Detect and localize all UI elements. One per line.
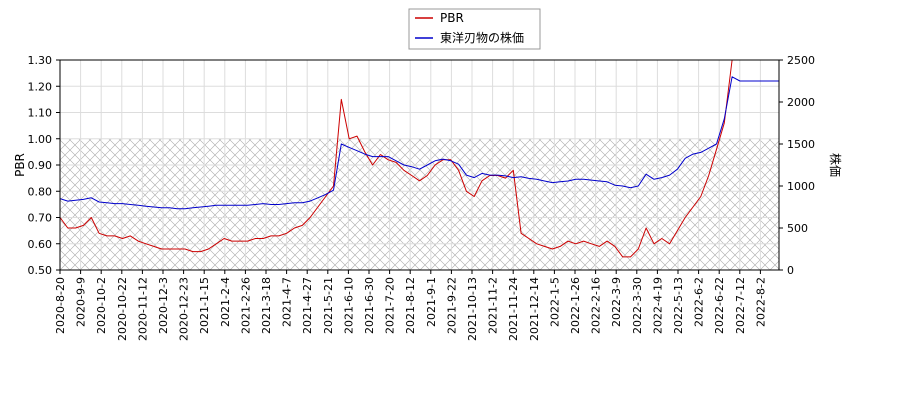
left-tick-label: 0.80 [28,185,53,198]
x-tick-label: 2021-2-26 [239,277,252,334]
legend-label-price: 東洋刃物の株価 [440,30,524,45]
series-line-price [59,76,779,210]
x-tick-label: 2021-1-15 [198,277,211,334]
x-tick-label: 2022-3-9 [610,277,623,327]
y-axis-label-right: 株価 [828,153,843,177]
right-tick-label: 2000 [787,96,815,109]
x-tick-label: 2021-2-4 [219,277,232,327]
legend-box [408,8,541,50]
x-tick-label: 2022-2-16 [590,277,603,334]
left-tick-label: 0.60 [28,238,53,251]
x-tick-label: 2022-5-13 [672,277,685,334]
x-tick-label: 2022-6-2 [693,277,706,327]
x-tick-label: 2021-7-20 [384,277,397,334]
legend-label-pbr: PBR [440,11,464,25]
x-tick-label: 2020-11-12 [136,277,149,341]
left-tick-label: 1.20 [28,80,53,93]
x-tick-label: 2022-4-19 [651,277,664,334]
x-tick-label: 2020-12-3 [157,277,170,334]
x-axis: 2020-8-20 2020-9-9 2020-10-2 2020-10-22 2020… [54,270,767,341]
hatched-band [60,138,779,270]
x-tick-label: 2020-10-22 [116,277,129,341]
series-layer [59,59,779,258]
left-tick-label: 1.30 [28,54,53,67]
right-tick-label: 1500 [787,138,815,151]
x-tick-label: 2021-4-27 [301,277,314,334]
right-tick-label: 1000 [787,180,815,193]
y-axis-label-left: PBR [13,153,27,177]
x-tick-label: 2022-8-2 [754,277,767,327]
x-tick-label: 2021-8-12 [404,277,417,334]
x-tick-label: 2021-9-22 [445,277,458,334]
x-tick-label: 2021-4-7 [281,277,294,327]
x-tick-label: 2022-3-30 [631,277,644,334]
x-tick-label: 2020-8-20 [54,277,67,334]
left-tick-label: 0.70 [28,212,53,225]
x-tick-label: 2022-6-22 [713,277,726,334]
right-tick-label: 0 [787,264,794,277]
x-tick-label: 2021-3-18 [260,277,273,334]
x-tick-label: 2020-9-9 [75,277,88,327]
x-tick-label: 2021-5-21 [322,277,335,334]
left-axis: 0.50 0.60 0.70 0.80 0.90 1.00 1.10 1.20 1.30 [28,54,60,277]
right-axis: 0 500 1000 1500 2000 2500 [779,54,815,277]
x-tick-label: 2021-11-24 [507,277,520,341]
x-tick-label: 2020-10-2 [95,277,108,334]
x-tick-label: 2021-11-2 [487,277,500,334]
left-tick-label: 1.10 [28,107,53,120]
x-tick-label: 2022-7-12 [734,277,747,334]
x-tick-label: 2020-12-23 [178,277,191,341]
right-tick-label: 2500 [787,54,815,67]
series-line-pbr [59,59,779,258]
left-tick-label: 0.90 [28,159,53,172]
x-tick-label: 2021-12-14 [528,277,541,341]
left-tick-label: 1.00 [28,133,53,146]
x-tick-label: 2021-10-13 [466,277,479,341]
right-tick-label: 500 [787,222,808,235]
x-tick-label: 2022-1-5 [548,277,561,327]
x-tick-label: 2021-6-30 [363,277,376,334]
x-tick-label: 2022-1-26 [569,277,582,334]
legend: PBR 東洋刃物の株価 [408,8,541,50]
x-tick-label: 2021-9-1 [425,277,438,327]
x-tick-label: 2021-6-10 [342,277,355,334]
left-tick-label: 0.50 [28,264,53,277]
